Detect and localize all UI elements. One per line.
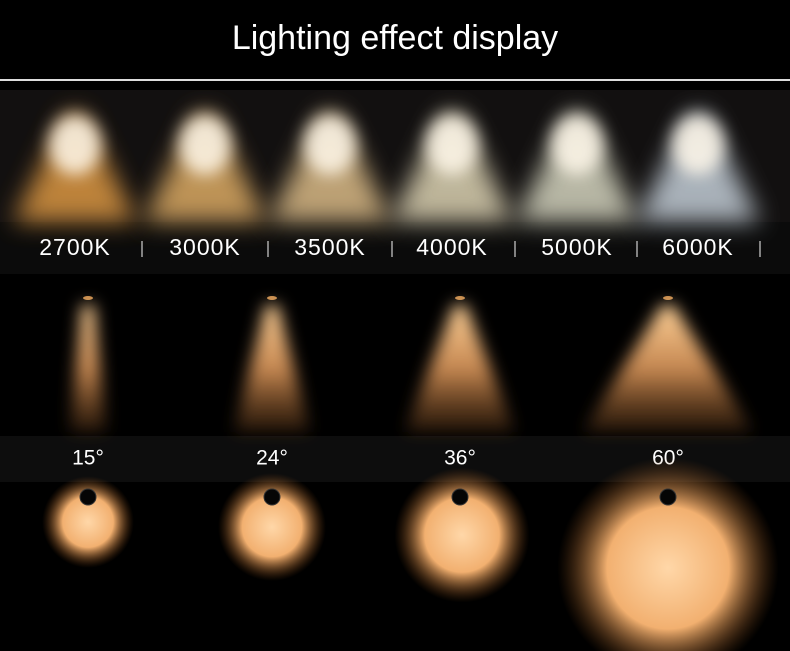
- beam-cone: [405, 305, 515, 432]
- temperature-core: [49, 115, 101, 175]
- fixture: [267, 296, 277, 300]
- temperature-label: 6000K: [662, 234, 734, 260]
- beam-angle-label: 15°: [72, 447, 104, 470]
- fixture-head: [79, 488, 97, 506]
- temperature-label: 2700K: [39, 234, 111, 260]
- temperature-core: [672, 115, 724, 175]
- beam-cone: [583, 305, 753, 432]
- temperature-core: [426, 115, 478, 175]
- fixture-head: [451, 488, 469, 506]
- fixture: [455, 296, 465, 300]
- fixture: [83, 296, 93, 300]
- beam-angle-label: 24°: [256, 447, 288, 470]
- beam-spot: [557, 457, 779, 651]
- temperature-label: 5000K: [541, 234, 613, 260]
- fixture: [663, 296, 673, 300]
- temperature-core: [551, 115, 603, 175]
- temperature-label: 3500K: [294, 234, 366, 260]
- temperature-core: [304, 115, 356, 175]
- beam-spot: [218, 473, 326, 581]
- fixture-head: [659, 488, 677, 506]
- temperature-core: [179, 115, 231, 175]
- title: Lighting effect display: [232, 19, 558, 57]
- effects: 2700K3000K3500K4000K5000K6000K15°24°36°6…: [13, 112, 779, 651]
- temperature-label-band: [0, 222, 790, 274]
- beam-spot: [394, 467, 530, 603]
- beam-cone: [234, 305, 310, 432]
- beam-angle-label: 36°: [444, 447, 476, 470]
- beam-spot: [42, 476, 134, 568]
- temperature-label: 4000K: [416, 234, 488, 260]
- temperature-label: 3000K: [169, 234, 241, 260]
- fixture-head: [263, 488, 281, 506]
- beam-cone: [70, 305, 106, 432]
